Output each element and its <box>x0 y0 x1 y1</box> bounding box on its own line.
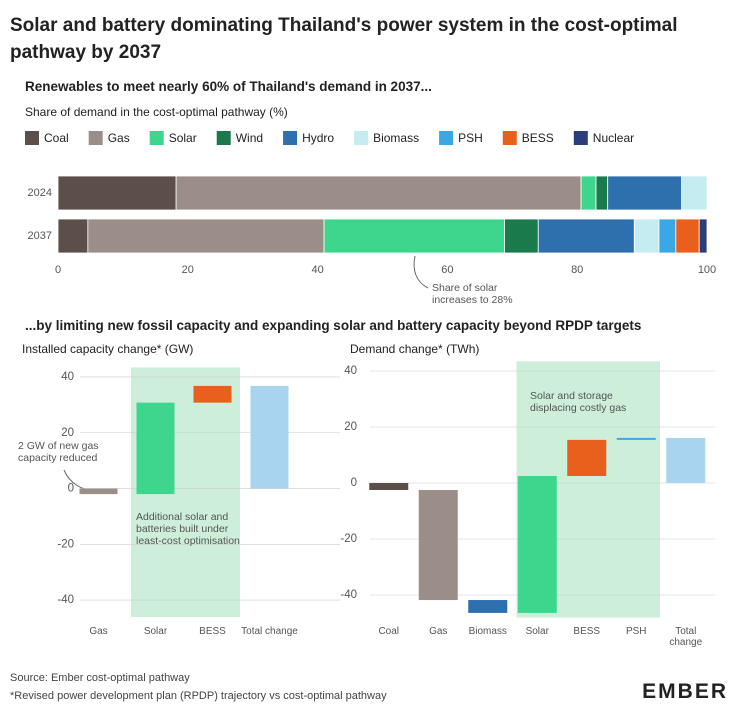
legend-label: Hydro <box>302 131 334 145</box>
waterfall-bar <box>250 385 289 489</box>
x-tick-label: BESS <box>199 626 226 637</box>
x-tick-label: Total change <box>669 626 703 648</box>
bar-segment <box>504 218 539 254</box>
y-axis-label: Demand change* (TWh) <box>350 342 480 356</box>
legend-label: PSH <box>458 131 483 145</box>
x-tick-label: PSH <box>625 626 647 637</box>
x-tick-label: BESS <box>573 626 601 637</box>
y-tick-label: 40 <box>61 371 74 383</box>
legend-swatch <box>502 131 517 145</box>
waterfall-bar <box>136 402 175 495</box>
x-tick-label: Total change <box>241 626 298 637</box>
annotation-connector <box>413 255 429 289</box>
waterfall-bar <box>369 483 409 490</box>
legend-label: BESS <box>522 131 554 145</box>
legend-swatch <box>25 131 39 145</box>
y-tick-label: 2024 <box>28 187 52 199</box>
legend-label: Wind <box>236 131 263 145</box>
bar-segment <box>323 218 505 254</box>
x-tick-label: Gas <box>429 626 448 637</box>
x-tick-label: 0 <box>55 264 61 276</box>
bar-segment <box>595 175 609 211</box>
waterfall-bar <box>193 385 232 403</box>
source: Source: Ember cost-optimal pathway <box>10 672 190 684</box>
y-tick-label: 0 <box>351 477 357 489</box>
legend-label: Solar <box>169 131 197 145</box>
waterfall-bar <box>567 439 607 476</box>
x-tick-label: Coal <box>378 626 400 637</box>
bar-segment <box>580 175 597 211</box>
x-tick-label: Solar <box>143 626 168 637</box>
legend-swatch <box>573 131 588 145</box>
annotation: Additional solar and batteries built und… <box>136 511 240 547</box>
y-tick-label: 20 <box>61 427 74 439</box>
title: Solar and battery dominating Thailand's … <box>10 15 678 63</box>
x-tick-label: 80 <box>571 264 583 276</box>
legend-label: Coal <box>44 131 69 145</box>
legend-label: Gas <box>108 131 130 145</box>
waterfall-bar <box>517 476 557 613</box>
x-tick-label: 40 <box>311 264 323 276</box>
waterfall-bar <box>666 437 706 483</box>
annotation: Solar and storage displacing costly gas <box>530 390 627 414</box>
y-tick-label: 40 <box>344 365 357 377</box>
legend-swatch <box>439 131 454 145</box>
legend-label: Nuclear <box>593 131 634 145</box>
waterfall-bar <box>468 600 508 613</box>
legend-swatch <box>283 131 298 145</box>
chart-subtitle: Share of demand in the cost-optimal path… <box>25 105 288 119</box>
logo: EMBER <box>642 680 728 703</box>
bar-segment <box>633 218 660 254</box>
y-axis-label: Installed capacity change* (GW) <box>22 342 194 356</box>
annotation: 2 GW of new gas capacity reduced <box>18 440 99 464</box>
bar-segment <box>658 218 677 254</box>
y-tick-label: -40 <box>57 594 74 606</box>
y-tick-label: -20 <box>57 538 74 550</box>
y-tick-label: 20 <box>344 421 357 433</box>
legend-swatch <box>88 131 103 145</box>
x-tick-label: Biomass <box>468 626 507 637</box>
waterfall-bar <box>616 437 656 440</box>
legend-swatch <box>149 131 164 145</box>
y-tick-label: 0 <box>68 483 74 495</box>
legend-label: Biomass <box>373 131 419 145</box>
annotation: Share of solar increases to 28% <box>432 282 513 306</box>
x-tick-label: 100 <box>698 264 716 276</box>
bar-segment <box>57 218 89 254</box>
y-tick-label: -40 <box>340 589 357 601</box>
y-tick-label: -20 <box>340 533 357 545</box>
bar-segment <box>675 218 700 254</box>
bar-segment <box>681 175 708 211</box>
x-tick-label: 20 <box>182 264 194 276</box>
y-tick-label: 2037 <box>28 230 52 242</box>
x-tick-label: Solar <box>525 626 549 637</box>
section-heading: ...by limiting new fossil capacity and e… <box>25 318 642 333</box>
legend-swatch <box>354 131 369 145</box>
chart-title: Renewables to meet nearly 60% of Thailan… <box>25 79 432 94</box>
legend-swatch <box>216 131 231 145</box>
footnote: *Revised power development plan (RPDP) t… <box>10 690 387 702</box>
bar-segment <box>57 175 177 211</box>
x-tick-label: Gas <box>89 626 108 637</box>
bar-segment <box>87 218 325 254</box>
waterfall-bar <box>418 490 458 601</box>
bar-segment <box>537 218 635 254</box>
waterfall-bar <box>79 488 118 495</box>
bar-segment <box>698 218 708 254</box>
bar-segment <box>175 175 582 211</box>
x-tick-label: 60 <box>441 264 453 276</box>
bar-segment <box>607 175 683 211</box>
